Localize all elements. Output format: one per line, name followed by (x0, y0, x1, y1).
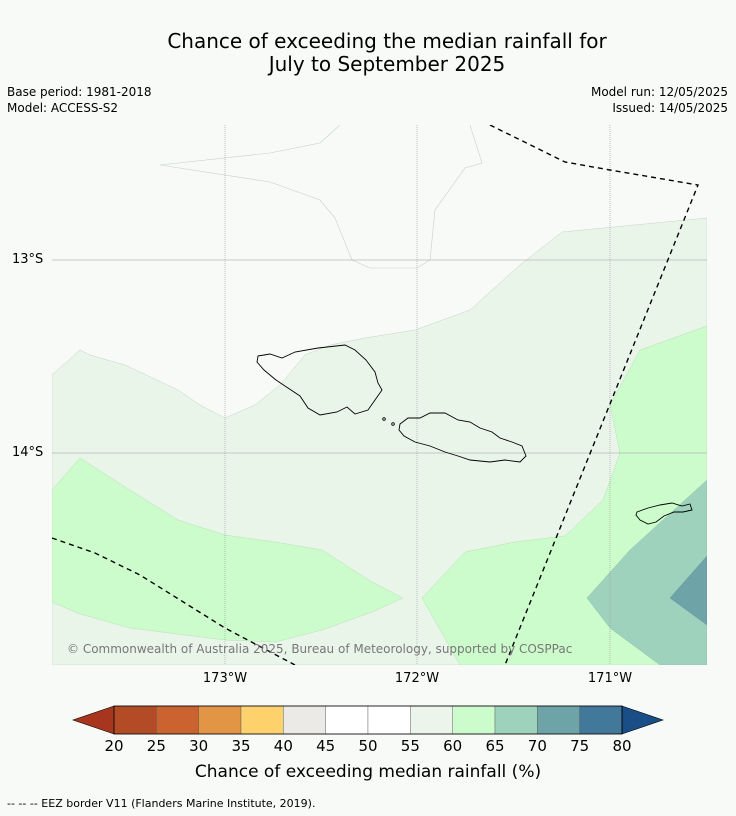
apolima-islet (391, 422, 395, 426)
colorbar-tick-20: 20 (104, 737, 124, 755)
lat-label-13s: 13°S (12, 252, 44, 267)
manono-islet (382, 417, 386, 421)
issued-date: Issued: 14/05/2025 (612, 101, 728, 115)
colorbar-tick-45: 45 (316, 737, 336, 755)
region-70-75 (669, 555, 707, 626)
lat-label-14s: 14°S (12, 445, 44, 460)
probability-regions (52, 125, 707, 665)
colorbar-tick-75: 75 (570, 737, 590, 755)
model-run: Model run: 12/05/2025 (590, 85, 728, 99)
meta-left: Base period: 1981-2018 Model: ACCESS-S2 (7, 84, 152, 116)
eez-border (52, 125, 699, 665)
colorbar-tick-60: 60 (443, 737, 463, 755)
colorbar-tick-35: 35 (231, 737, 251, 755)
colorbar-tick-70: 70 (527, 737, 547, 755)
lon-label-172w: 172°W (394, 671, 440, 686)
lon-label-173w: 173°W (202, 671, 248, 686)
eez-footnote: -- -- -- EEZ border V11 (Flanders Marine… (7, 797, 316, 810)
model-name: Model: ACCESS-S2 (7, 101, 119, 115)
upolu-island (398, 412, 527, 463)
meta-right: Model run: 12/05/2025 Issued: 14/05/2025 (591, 84, 728, 116)
map-title: Chance of exceeding the median rainfall … (0, 30, 736, 76)
islands (256, 344, 693, 525)
region-60-65-west (52, 457, 404, 643)
gridlines (52, 125, 707, 665)
colorbar-tick-65: 65 (485, 737, 505, 755)
colorbar-tick-80: 80 (612, 737, 632, 755)
title-line-1: Chance of exceeding the median rainfall … (167, 29, 607, 53)
colorbar-tick-40: 40 (273, 737, 293, 755)
colorbar-tick-50: 50 (358, 737, 378, 755)
copyright-notice: © Commonwealth of Australia 2025, Bureau… (67, 642, 573, 656)
savaii-island (256, 344, 383, 416)
eez-border-south (52, 537, 296, 665)
lon-label-171w: 171°W (587, 671, 633, 686)
colorbar-tick-25: 25 (146, 737, 166, 755)
colorbar-label: Chance of exceeding median rainfall (%) (194, 762, 542, 782)
base-period: Base period: 1981-2018 (7, 85, 152, 99)
colorbar-tick-30: 30 (189, 737, 209, 755)
eez-border-east (489, 125, 699, 665)
tutuila-island (635, 502, 693, 525)
title-line-2: July to September 2025 (268, 52, 506, 76)
colorbar-tick-55: 55 (400, 737, 420, 755)
